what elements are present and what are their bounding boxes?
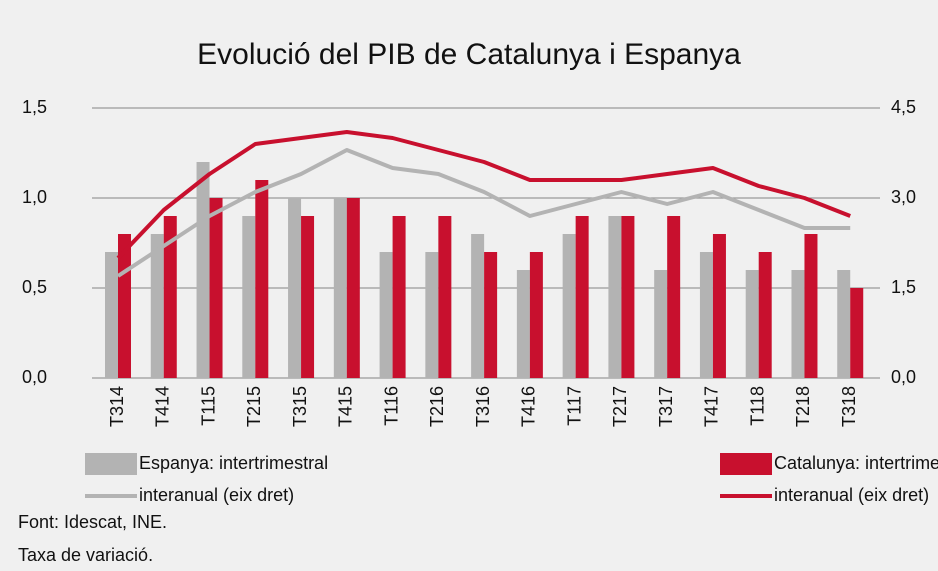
x-tick-label: T417 [702,386,722,427]
bar [379,252,393,378]
bar [804,234,818,378]
bar [562,234,576,378]
y-tick-label: 0,0 [22,367,47,387]
bar [163,216,177,378]
legend-swatch [720,453,772,475]
x-tick-label: T314 [107,386,127,427]
bar [699,252,713,378]
bar [516,270,530,378]
x-tick-label: T317 [656,386,676,427]
bar [621,216,635,378]
y2-tick-label: 4,5 [891,97,916,117]
bar [758,252,772,378]
bar [667,216,681,378]
x-tick-label: T115 [198,386,218,426]
bar [196,162,210,378]
y2-tick-label: 1,5 [891,277,916,297]
bar [791,270,805,378]
line [116,130,851,260]
bar [837,270,851,378]
legend-swatch [85,453,137,475]
bar [471,234,485,378]
x-tick-label: T416 [519,386,539,427]
x-tick-label: T117 [564,386,584,426]
bar [209,198,223,378]
bar [301,216,315,378]
bar [745,270,759,378]
bar [575,216,589,378]
x-tick-label: T415 [336,386,356,427]
legend-label: Catalunya: intertrimestral [774,453,938,473]
bar [105,252,118,378]
bar [529,252,543,378]
y-tick-label: 1,5 [22,97,47,117]
y-tick-label: 1,0 [22,187,47,207]
bar [392,216,406,378]
bar [654,270,668,378]
bar [255,180,269,378]
source-note: Font: Idescat, INE. [18,512,167,532]
y2-tick-label: 3,0 [891,187,916,207]
x-tick-label: T315 [290,386,310,427]
bar [608,216,622,378]
bar [346,198,360,378]
x-tick-label: T318 [839,386,859,427]
x-tick-label: T215 [244,386,264,427]
x-tick-label: T414 [153,386,173,427]
unit-note: Taxa de variació. [18,545,153,565]
y2-tick-label: 0,0 [891,367,916,387]
legend-label: interanual (eix dret) [139,485,294,505]
line [116,148,851,278]
x-tick-label: T116 [381,386,401,426]
bar [288,198,302,378]
x-tick-label: T118 [747,386,767,426]
bar [425,252,439,378]
bar [438,216,452,378]
bar [712,234,726,378]
x-tick-label: T216 [427,386,447,427]
x-tick-label: T316 [473,386,493,427]
bar [333,198,347,378]
chart-title: Evolució del PIB de Catalunya i Espanya [197,38,741,71]
x-tick-label: T218 [793,386,813,427]
x-tick-label: T217 [610,386,630,427]
bar [484,252,498,378]
legend-label: interanual (eix dret) [774,485,929,505]
y-tick-label: 0,5 [22,277,47,297]
bar [150,234,164,378]
legend-label: Espanya: intertrimestral [139,453,328,473]
bar [242,216,256,378]
bar [850,288,864,378]
